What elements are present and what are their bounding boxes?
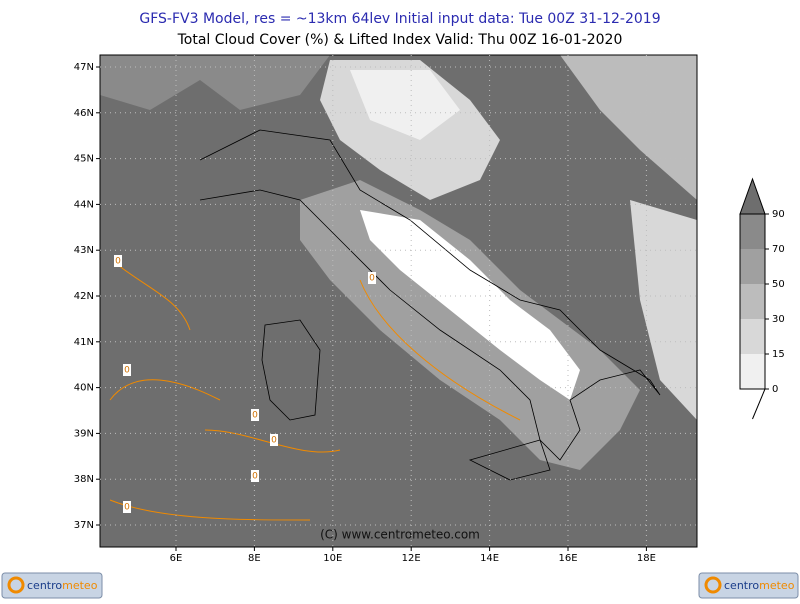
lat-label: 40N: [74, 383, 94, 394]
sicily-outline: [468, 439, 551, 481]
lat-label: 38N: [74, 474, 94, 485]
contour-label: 0: [115, 257, 121, 267]
svg-text:centrometeo: centrometeo: [27, 579, 98, 592]
lon-label: 8E: [248, 553, 261, 564]
logo-text: meteo: [759, 579, 795, 592]
clear-area: [360, 210, 580, 400]
lat-label: 42N: [74, 291, 94, 302]
contour-label: 0: [271, 436, 277, 446]
map-frame: [99, 54, 698, 548]
legend-label: 50: [772, 279, 785, 290]
sardinia-outline: [261, 319, 321, 421]
lon-label: 12E: [402, 553, 421, 564]
legend-swatch: [739, 177, 766, 215]
contour-label: 0: [369, 274, 375, 284]
coastline: [199, 129, 661, 461]
legend-swatch: [740, 214, 765, 249]
title-line-2: Total Cloud Cover (%) & Lifted Index Val…: [177, 32, 623, 48]
contour-label: 0: [124, 366, 130, 376]
contour-label: 0: [252, 411, 258, 421]
cloud-area: [100, 55, 330, 110]
lon-label: 6E: [170, 553, 183, 564]
contour-label-box: [114, 255, 122, 267]
credit: (C) www.centrometeo.com: [320, 528, 480, 542]
legend-swatch: [740, 249, 765, 284]
svg-text:centrometeo: centrometeo: [724, 579, 795, 592]
lat-label: 44N: [74, 199, 94, 210]
logo-text: centro: [724, 579, 759, 592]
map: (C) www.centrometeo.com: [99, 54, 698, 548]
legend-label: 0: [772, 384, 778, 395]
logo: centrometeo: [1, 572, 103, 599]
lat-label: 47N: [74, 62, 94, 73]
legend-swatch: [740, 354, 765, 389]
contour-label-box: [251, 409, 259, 421]
legend-label: 70: [772, 244, 785, 255]
clear-area: [350, 70, 460, 140]
contour-label: 0: [124, 503, 130, 513]
legend-swatch: [740, 284, 765, 319]
legend-label: 30: [772, 314, 785, 325]
lon-label: 10E: [323, 553, 342, 564]
contour-label-box: [123, 364, 131, 376]
contour-label-box: [251, 470, 259, 482]
lon-label: 14E: [480, 553, 499, 564]
lat-label: 46N: [74, 108, 94, 119]
legend-tail: [740, 388, 766, 420]
lat-label: 41N: [74, 337, 94, 348]
contour-label: 0: [252, 472, 258, 482]
lat-label: 45N: [74, 154, 94, 165]
lon-label: 18E: [637, 553, 656, 564]
lat-label: 37N: [74, 520, 94, 531]
cloud-area: [560, 55, 697, 200]
logo-text: meteo: [62, 579, 98, 592]
legend-label: 15: [772, 349, 785, 360]
logo-text: centro: [27, 579, 62, 592]
logo: centrometeo: [698, 572, 799, 599]
contour-label-box: [368, 272, 376, 284]
legend-label: 90: [772, 209, 785, 220]
title-line-1: GFS-FV3 Model, res = ~13km 64lev Initial…: [139, 11, 660, 27]
contour-label-box: [270, 434, 278, 446]
lat-label: 39N: [74, 428, 94, 439]
lon-label: 16E: [558, 553, 577, 564]
lat-label: 43N: [74, 245, 94, 256]
legend-frame: [739, 213, 766, 390]
legend-swatch: [740, 319, 765, 354]
contour-label-box: [123, 501, 131, 513]
